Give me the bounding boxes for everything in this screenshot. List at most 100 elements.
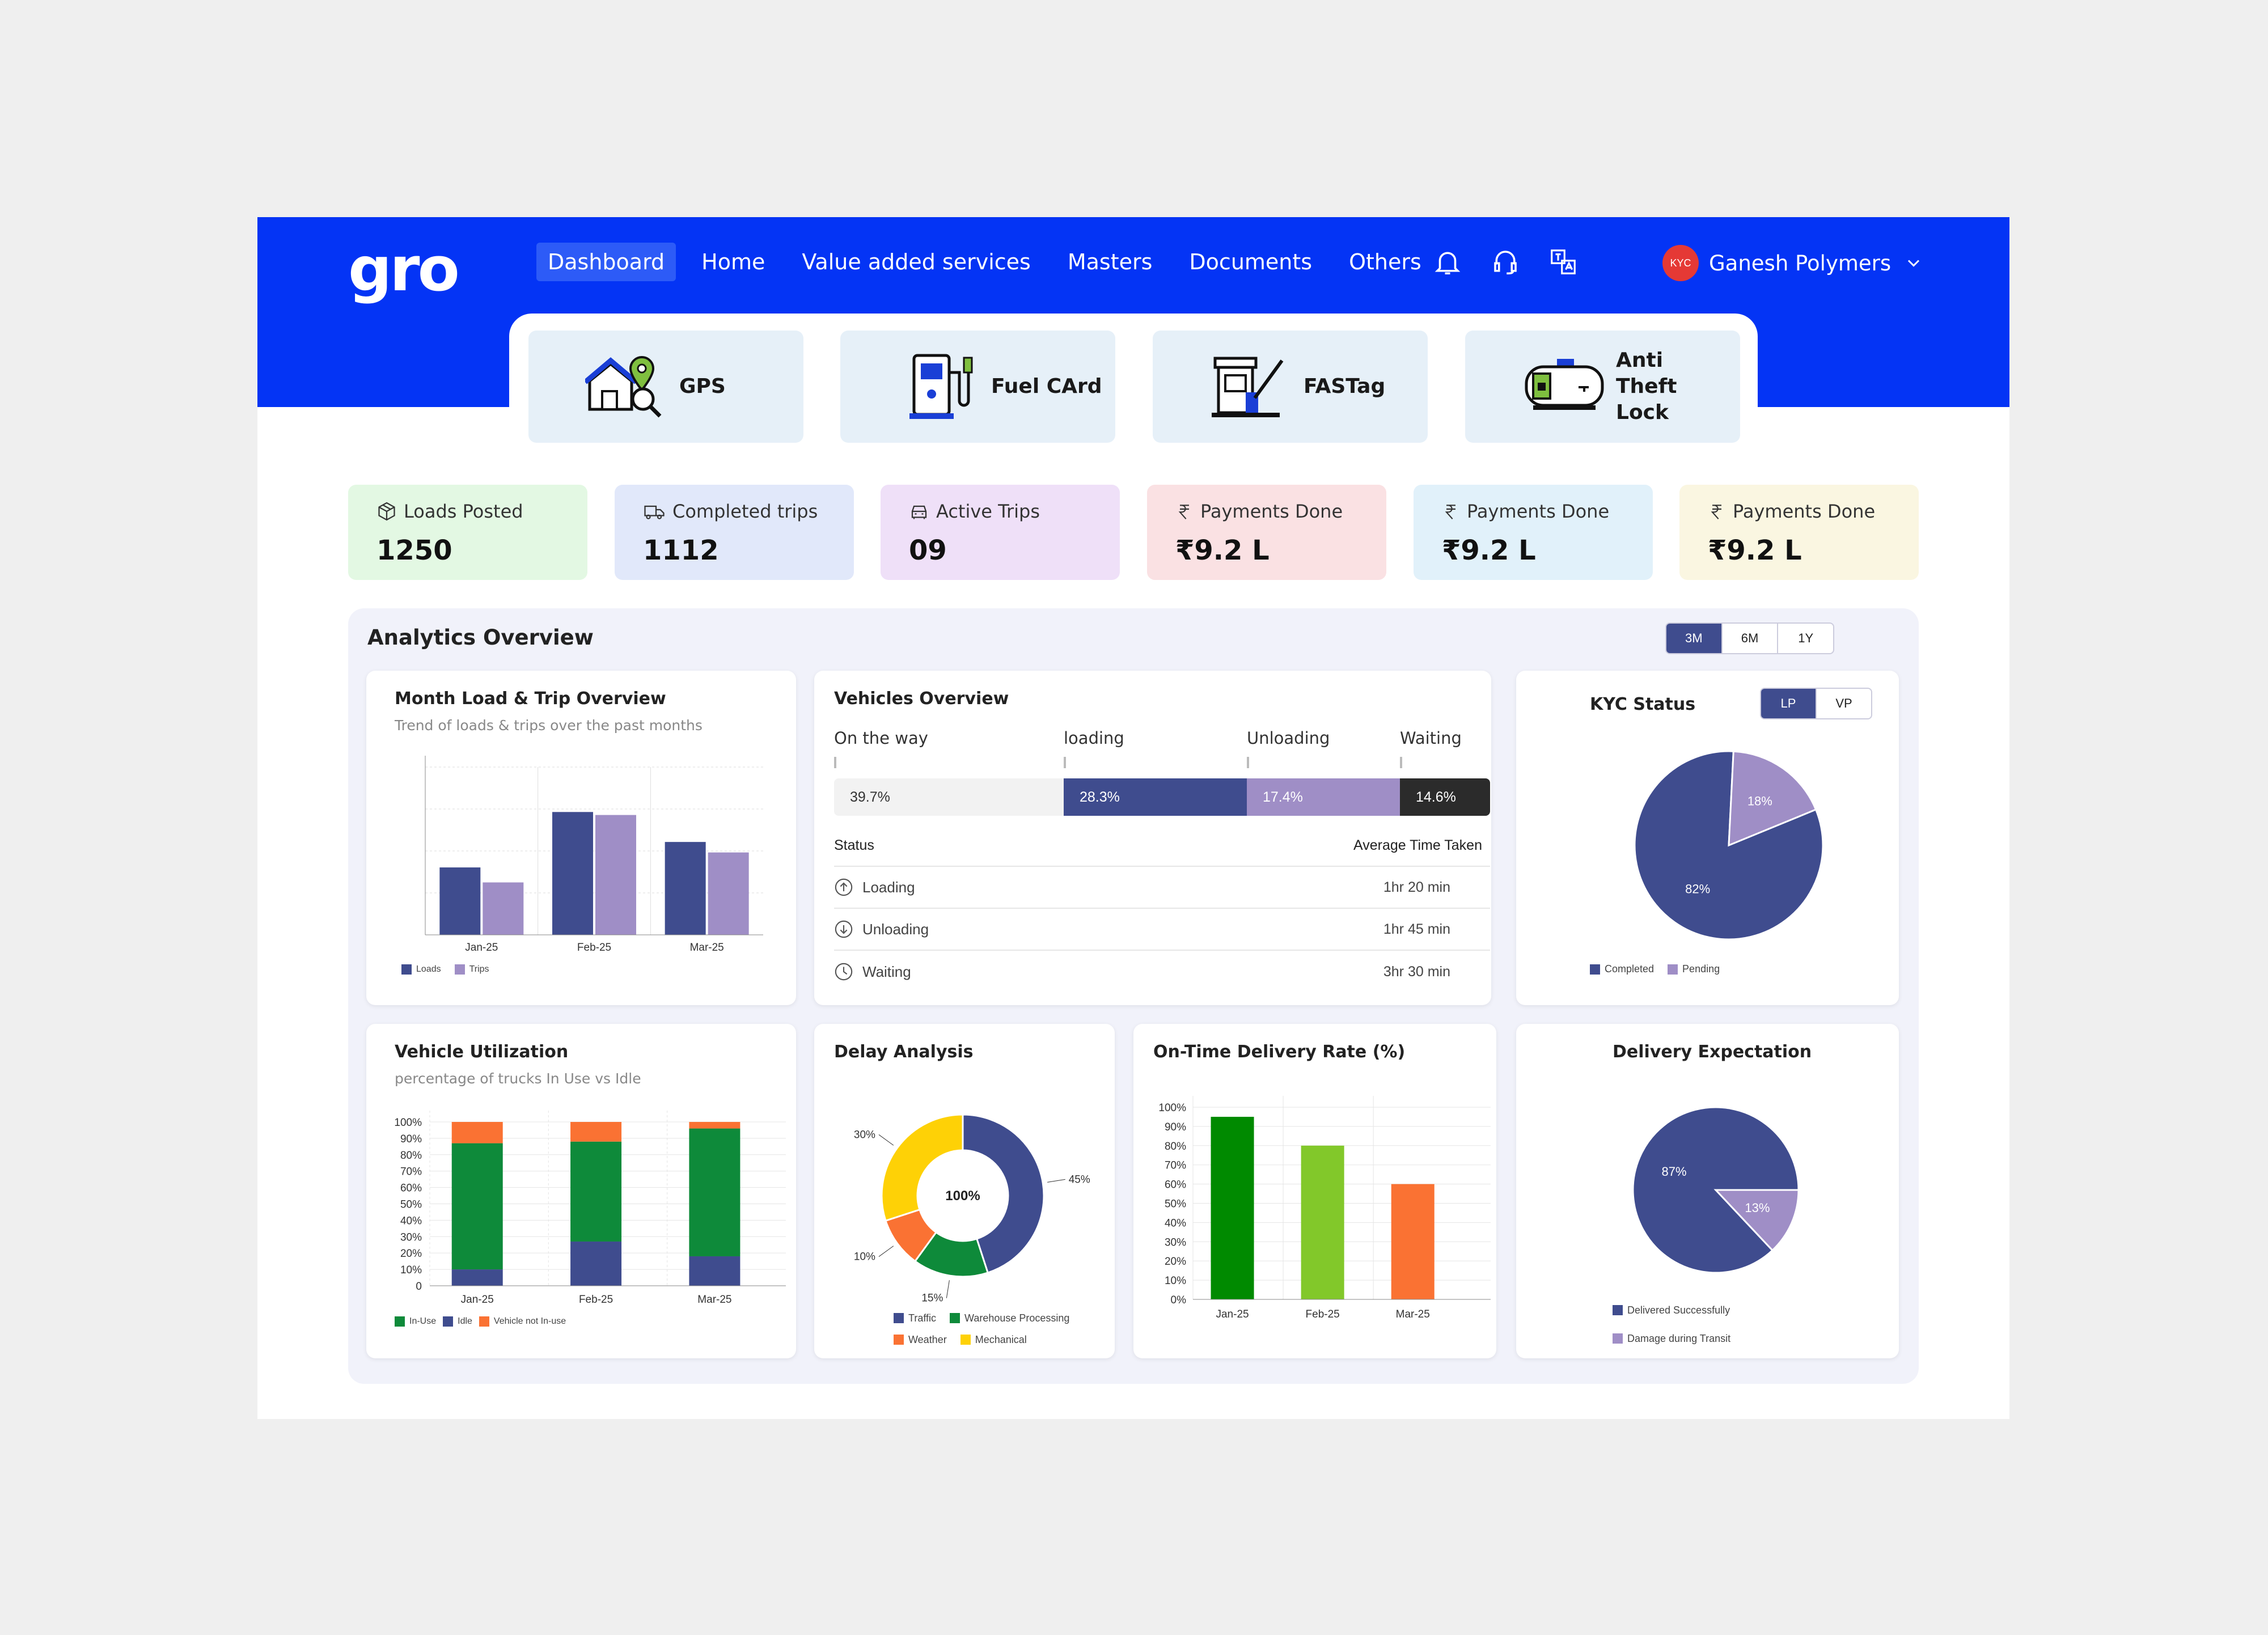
legend-swatch <box>1668 964 1678 975</box>
translate-icon[interactable] <box>1548 247 1579 277</box>
x-tick-label: Mar-25 <box>690 942 724 954</box>
user-menu[interactable]: KYC Ganesh Polymers <box>1662 245 1924 281</box>
pie-slice <box>881 1113 964 1222</box>
service-fastag[interactable]: FASTag <box>1153 331 1428 443</box>
range-1y[interactable]: 1Y <box>1798 631 1814 645</box>
stat-payments-done[interactable]: Payments Done ₹9.2 L <box>1679 485 1919 580</box>
stacked-bar-segment <box>451 1143 503 1270</box>
legend-swatch <box>894 1313 904 1323</box>
y-tick-label: 50% <box>400 1199 422 1211</box>
legend-item: Weather <box>894 1329 947 1350</box>
bell-icon[interactable] <box>1432 247 1463 277</box>
y-tick-label: 70% <box>1165 1160 1186 1172</box>
car-icon <box>911 505 927 519</box>
clock-icon <box>835 963 853 981</box>
service-anti-theft-lock[interactable]: Anti Theft Lock <box>1465 331 1740 443</box>
range-selector: 3M 6M 1Y <box>1665 622 1834 654</box>
card-title: KYC Status <box>1590 694 1696 714</box>
kyc-toggle: LP VP <box>1760 688 1872 719</box>
bar <box>708 852 749 935</box>
y-tick-label: 80% <box>400 1150 422 1162</box>
chevron-down-icon[interactable] <box>1903 253 1924 273</box>
legend-swatch <box>443 1316 454 1327</box>
gro-logo[interactable]: gro <box>348 234 460 305</box>
x-tick-label: Feb-25 <box>1306 1308 1340 1320</box>
user-name: Ganesh Polymers <box>1709 251 1892 276</box>
stat-payments-done[interactable]: Payments Done ₹9.2 L <box>1414 485 1653 580</box>
chart-legend: Completed Pending <box>1590 963 1733 975</box>
legend-label: Completed <box>1605 963 1655 975</box>
gps-house-icon <box>585 355 662 418</box>
stat-value: 1112 <box>643 535 719 566</box>
legend-item: Completed <box>1590 963 1654 975</box>
legend-label: Traffic <box>908 1312 937 1324</box>
analytics-title: Analytics Overview <box>367 625 594 650</box>
legend-swatch <box>401 964 412 975</box>
rupee-icon <box>1445 505 1455 520</box>
legend-label: Delivered Successfully <box>1627 1304 1730 1316</box>
nav-home[interactable]: Home <box>701 249 765 274</box>
headset-icon[interactable] <box>1490 247 1521 277</box>
nav-others[interactable]: Others <box>1349 249 1421 274</box>
stat-completed-trips[interactable]: Completed trips 1112 <box>615 485 854 580</box>
y-tick-label: 0% <box>1171 1294 1187 1306</box>
stacked-bar-segment <box>570 1141 622 1242</box>
y-tick-label: 60% <box>1165 1179 1186 1191</box>
stat-value: ₹9.2 L <box>1442 535 1536 566</box>
label-leader <box>878 1134 894 1146</box>
nav-masters[interactable]: Masters <box>1067 249 1153 274</box>
service-fuel-card[interactable]: Fuel CArd <box>840 331 1115 443</box>
stat-payments-done[interactable]: Payments Done ₹9.2 L <box>1147 485 1386 580</box>
time-header: Average Time Taken <box>1353 837 1482 853</box>
card-title: Month Load & Trip Overview <box>395 689 666 709</box>
x-tick-label: Jan-25 <box>1216 1308 1249 1320</box>
fuel-tank-lock-icon <box>1525 359 1604 410</box>
range-6m[interactable]: 6M <box>1723 624 1779 653</box>
delivery-expectation-card: Delivery Expectation 87% 13% Delivered Su… <box>1516 1024 1899 1358</box>
stacked-bar-segment <box>451 1269 503 1286</box>
rupee-icon <box>1711 505 1721 520</box>
legend-swatch <box>1613 1305 1623 1315</box>
segment-loading: 28.3% <box>1064 778 1247 816</box>
rupee-icon <box>1178 505 1189 520</box>
vehicles-overview-card: Vehicles Overview On the way loading Unl… <box>814 671 1491 1005</box>
nav-value-added-services[interactable]: Value added services <box>802 249 1031 274</box>
service-label: Fuel CArd <box>991 375 1102 398</box>
nav-dashboard[interactable]: Dashboard <box>536 243 676 281</box>
pie-slice <box>1713 1189 1800 1252</box>
card-title: Delivery Expectation <box>1613 1042 1812 1062</box>
toggle-vp[interactable]: VP <box>1835 696 1852 710</box>
status-table-header: Status Average Time Taken <box>834 825 1490 867</box>
on-time-bar-chart: 0% 10% 20% 30% 40% 50% 60% 70% 80% 90% 100% Jan-25 F… <box>1158 1096 1491 1320</box>
card-title: Delay Analysis <box>834 1042 974 1062</box>
slice-label: 15% <box>921 1293 943 1302</box>
legend-swatch <box>950 1313 960 1323</box>
legend-swatch <box>479 1316 489 1327</box>
vehicle-status-bar: 39.7% 28.3% 17.4% 14.6% <box>834 778 1490 816</box>
x-tick-label: Feb-25 <box>577 942 611 954</box>
card-title: Vehicle Utilization <box>395 1042 569 1062</box>
legend-item: Vehicle not In-use <box>479 1316 566 1327</box>
app-window: gro Dashboard Home Value added services … <box>257 217 2009 1419</box>
y-tick-label: 90% <box>1165 1121 1186 1133</box>
nav-documents[interactable]: Documents <box>1189 249 1313 274</box>
delivery-pie-chart: 87% 13% <box>1632 1106 1800 1274</box>
month-overview-card: Month Load & Trip Overview Trend of load… <box>366 671 796 1005</box>
legend-label: Loads <box>416 964 441 974</box>
segment-tick <box>1400 757 1402 768</box>
stat-label: Payments Done <box>1733 501 1876 522</box>
legend-label: Damage during Transit <box>1627 1333 1731 1344</box>
service-gps[interactable]: GPS <box>528 331 803 443</box>
stat-active-trips[interactable]: Active Trips 09 <box>881 485 1120 580</box>
legend-item: Traffic <box>894 1307 936 1329</box>
y-tick-label: 60% <box>400 1183 422 1195</box>
stat-value: ₹9.2 L <box>1175 535 1270 566</box>
legend-item: Warehouse Processing <box>950 1307 1069 1329</box>
y-tick-label: 70% <box>400 1166 422 1178</box>
toggle-lp[interactable]: LP <box>1761 689 1817 718</box>
service-label: GPS <box>679 375 726 398</box>
stat-loads-posted[interactable]: Loads Posted 1250 <box>348 485 587 580</box>
legend-item: Delivered Successfully <box>1613 1296 1730 1324</box>
range-3m[interactable]: 3M <box>1666 624 1723 653</box>
stat-label: Payments Done <box>1200 501 1343 522</box>
